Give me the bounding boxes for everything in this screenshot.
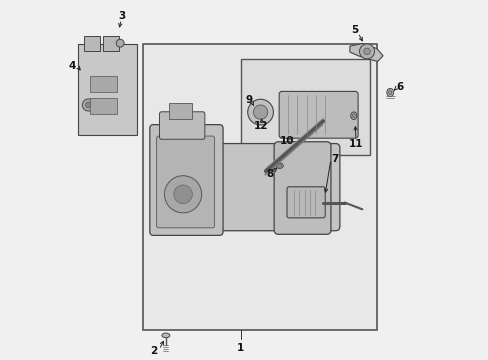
Circle shape	[363, 48, 369, 55]
Text: 5: 5	[350, 25, 357, 35]
Circle shape	[164, 176, 201, 213]
Bar	[90, 98, 117, 114]
FancyBboxPatch shape	[142, 44, 376, 330]
Text: 2: 2	[149, 346, 157, 356]
Ellipse shape	[386, 88, 393, 96]
FancyBboxPatch shape	[274, 142, 330, 234]
FancyBboxPatch shape	[241, 59, 369, 155]
FancyBboxPatch shape	[84, 36, 100, 51]
FancyBboxPatch shape	[103, 36, 119, 51]
Ellipse shape	[388, 90, 391, 94]
Bar	[90, 76, 117, 93]
Ellipse shape	[352, 114, 354, 117]
Polygon shape	[349, 44, 382, 62]
Ellipse shape	[162, 333, 169, 338]
Text: 1: 1	[237, 343, 244, 353]
Text: 4: 4	[68, 61, 76, 71]
Circle shape	[253, 105, 267, 119]
Text: 8: 8	[266, 168, 273, 179]
FancyBboxPatch shape	[169, 103, 192, 118]
Text: 11: 11	[348, 139, 363, 149]
Text: 10: 10	[279, 136, 293, 147]
Circle shape	[173, 185, 192, 203]
Circle shape	[85, 102, 91, 108]
Ellipse shape	[277, 164, 281, 167]
Text: 12: 12	[253, 121, 267, 131]
Ellipse shape	[275, 163, 283, 168]
FancyBboxPatch shape	[159, 112, 204, 139]
Text: 9: 9	[245, 95, 252, 105]
FancyBboxPatch shape	[286, 187, 325, 218]
FancyBboxPatch shape	[78, 44, 137, 135]
FancyBboxPatch shape	[152, 144, 339, 231]
Text: 7: 7	[330, 154, 338, 163]
Circle shape	[82, 99, 94, 111]
Text: 3: 3	[119, 11, 126, 21]
FancyBboxPatch shape	[149, 125, 223, 235]
Circle shape	[359, 44, 374, 59]
Circle shape	[116, 39, 124, 47]
Text: 6: 6	[395, 82, 403, 92]
FancyBboxPatch shape	[156, 136, 214, 228]
Circle shape	[247, 99, 273, 125]
Ellipse shape	[350, 112, 356, 120]
FancyBboxPatch shape	[279, 91, 357, 138]
